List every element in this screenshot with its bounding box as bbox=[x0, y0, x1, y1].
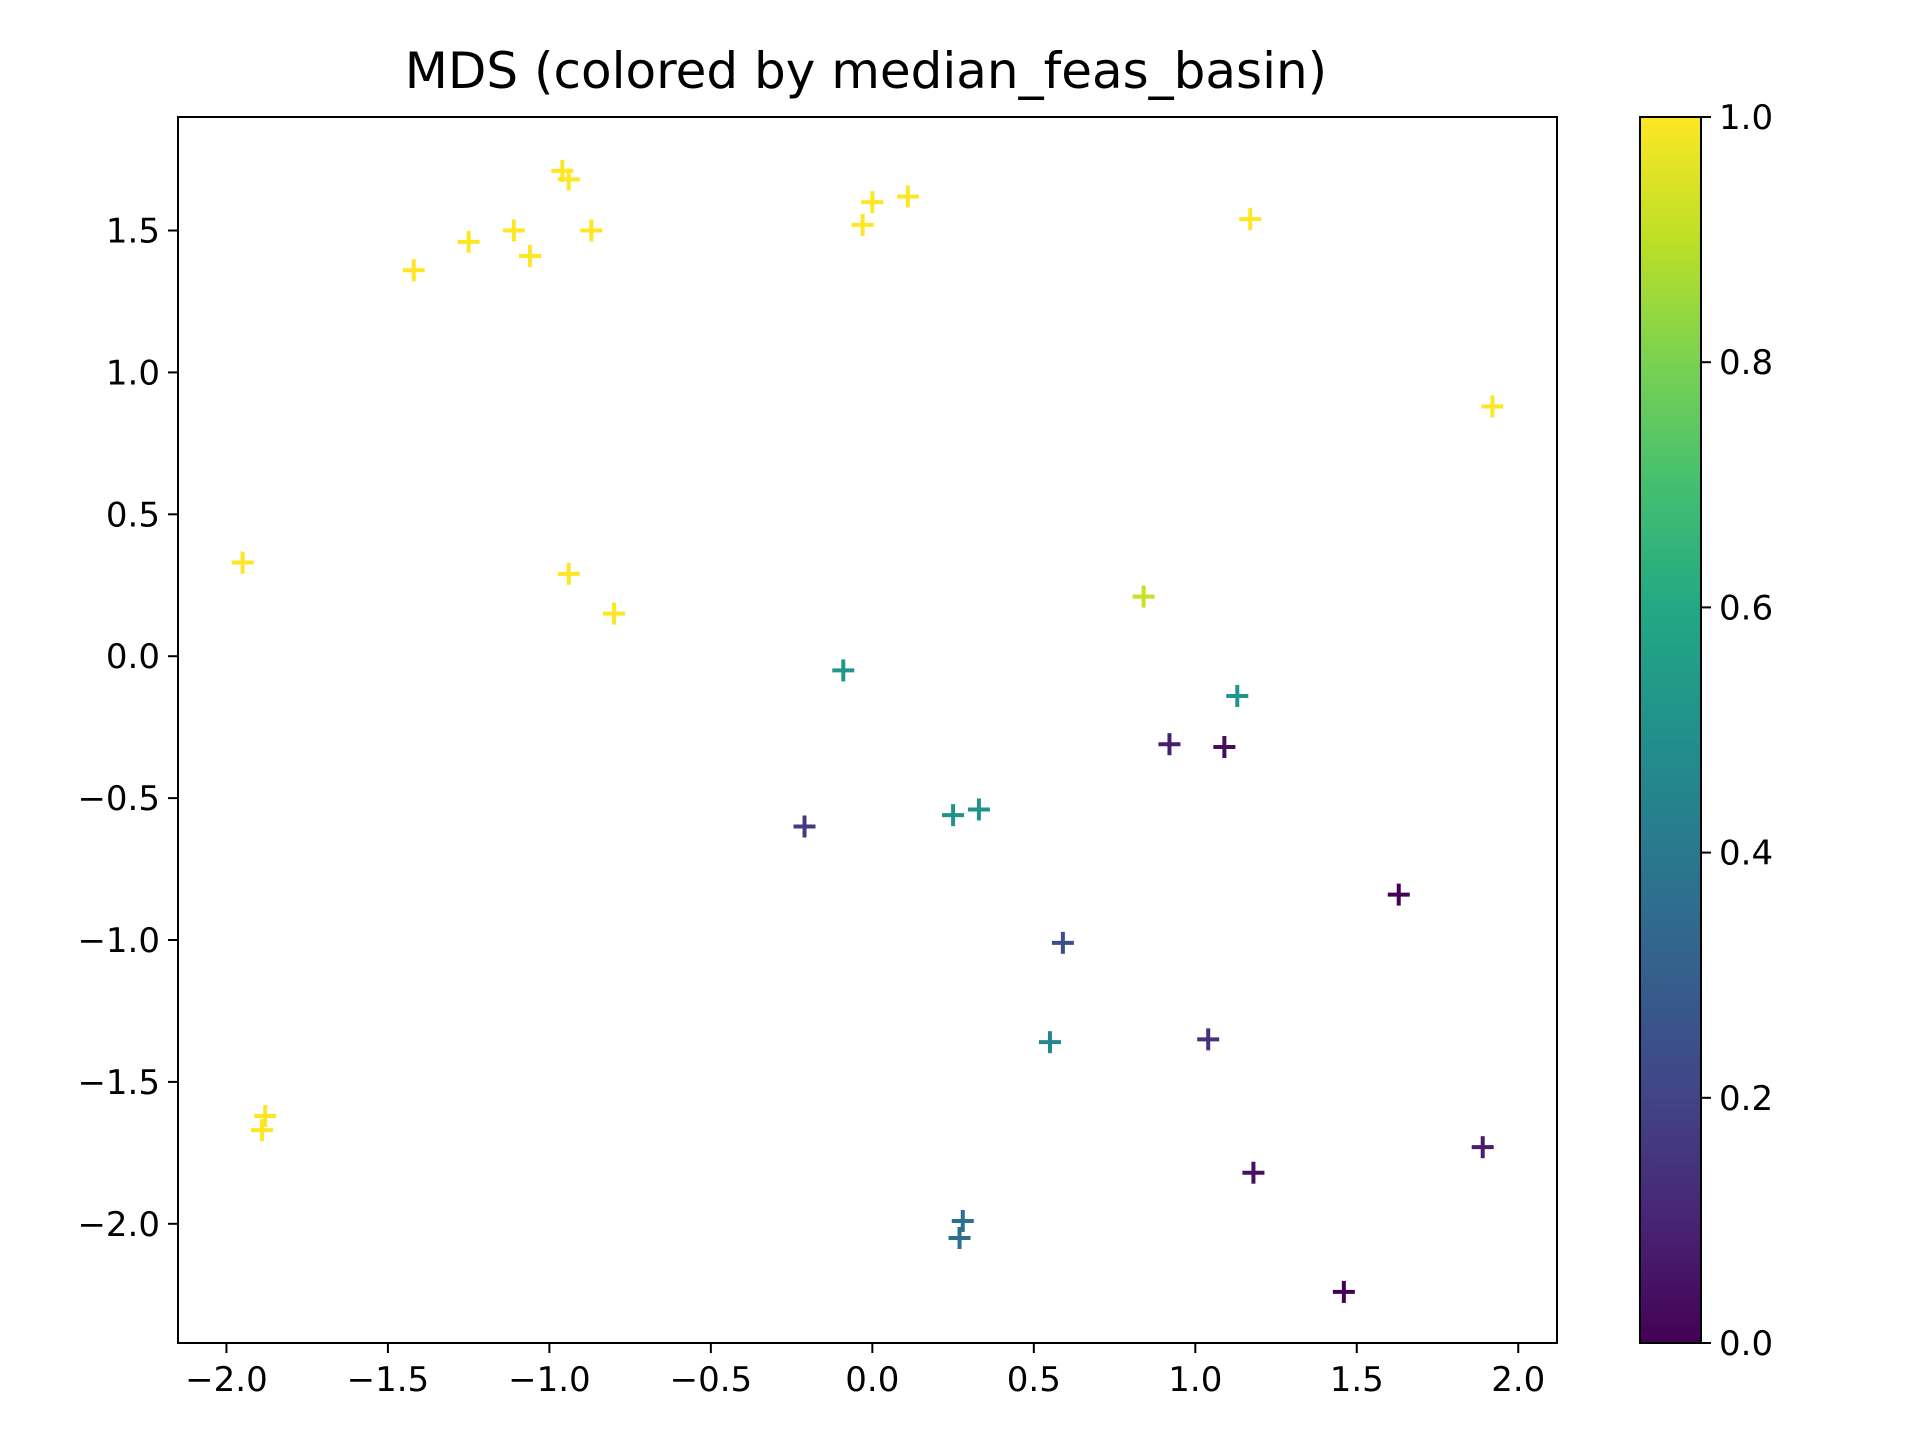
data-point bbox=[250, 1119, 273, 1142]
data-point bbox=[1481, 395, 1504, 418]
data-point bbox=[1471, 1136, 1494, 1159]
data-point bbox=[231, 551, 254, 574]
colorbar-tick-label: 1.0 bbox=[1719, 98, 1773, 138]
x-tick-label: −1.0 bbox=[508, 1360, 591, 1400]
colorbar-tick-label: 0.8 bbox=[1719, 343, 1773, 383]
data-point bbox=[951, 1209, 974, 1232]
x-tick-label: 1.0 bbox=[1168, 1360, 1222, 1400]
colorbar-gradient bbox=[1639, 116, 1702, 1344]
data-point bbox=[402, 259, 425, 282]
data-point bbox=[896, 185, 919, 208]
data-point bbox=[1132, 585, 1155, 608]
data-point bbox=[519, 245, 542, 268]
data-point bbox=[1239, 208, 1262, 231]
y-tick-label: −1.0 bbox=[77, 921, 160, 961]
x-tick-label: 1.5 bbox=[1330, 1360, 1384, 1400]
data-point bbox=[1051, 931, 1074, 954]
y-tick-label: 0.0 bbox=[106, 637, 160, 677]
y-tick-label: −2.0 bbox=[77, 1205, 160, 1245]
data-point bbox=[1213, 736, 1236, 759]
data-point bbox=[942, 804, 965, 827]
data-point bbox=[502, 219, 525, 242]
colorbar: 0.0 0.2 0.4 0.6 0.8 1.0 bbox=[1639, 98, 1773, 1364]
chart-title: MDS (colored by median_feas_basin) bbox=[405, 42, 1327, 100]
x-tick-label: −1.5 bbox=[347, 1360, 430, 1400]
y-tick-label: 0.5 bbox=[106, 495, 160, 535]
data-point bbox=[861, 191, 884, 214]
y-tick-label: 1.5 bbox=[106, 212, 160, 252]
y-tick-label: −0.5 bbox=[77, 779, 160, 819]
x-tick-label: 0.5 bbox=[1007, 1360, 1061, 1400]
data-point bbox=[580, 219, 603, 242]
data-point bbox=[457, 230, 480, 253]
data-point bbox=[557, 562, 580, 585]
data-point bbox=[1387, 883, 1410, 906]
data-point bbox=[1242, 1161, 1265, 1184]
y-tick-label: −1.5 bbox=[77, 1063, 160, 1103]
y-tick-label: 1.0 bbox=[106, 353, 160, 393]
data-point bbox=[1197, 1028, 1220, 1051]
data-point bbox=[1158, 733, 1181, 756]
data-point bbox=[832, 659, 855, 682]
colorbar-tick-label: 0.0 bbox=[1719, 1324, 1773, 1364]
data-point bbox=[967, 798, 990, 821]
x-tick-label: −0.5 bbox=[670, 1360, 753, 1400]
x-tick-label: 2.0 bbox=[1491, 1360, 1545, 1400]
data-point bbox=[602, 602, 625, 625]
colorbar-tick-label: 0.2 bbox=[1719, 1079, 1773, 1119]
data-point bbox=[1332, 1280, 1355, 1303]
plot-frame bbox=[177, 116, 1558, 1344]
data-point bbox=[948, 1226, 971, 1249]
colorbar-tick-label: 0.4 bbox=[1719, 834, 1773, 874]
data-point bbox=[557, 168, 580, 191]
plot-area: −2.0 −1.5 −1.0 −0.5 0.0 0.5 1.0 1.5 2.0 −2.0 −1.5 −… bbox=[77, 116, 1558, 1400]
data-point bbox=[793, 815, 816, 838]
data-point bbox=[1038, 1031, 1061, 1054]
x-tick-label: −2.0 bbox=[185, 1360, 268, 1400]
data-point bbox=[851, 213, 874, 236]
colorbar-tick-label: 0.6 bbox=[1719, 588, 1773, 628]
x-tick-label: 0.0 bbox=[845, 1360, 899, 1400]
data-point bbox=[1226, 684, 1249, 707]
data-point bbox=[254, 1104, 277, 1127]
